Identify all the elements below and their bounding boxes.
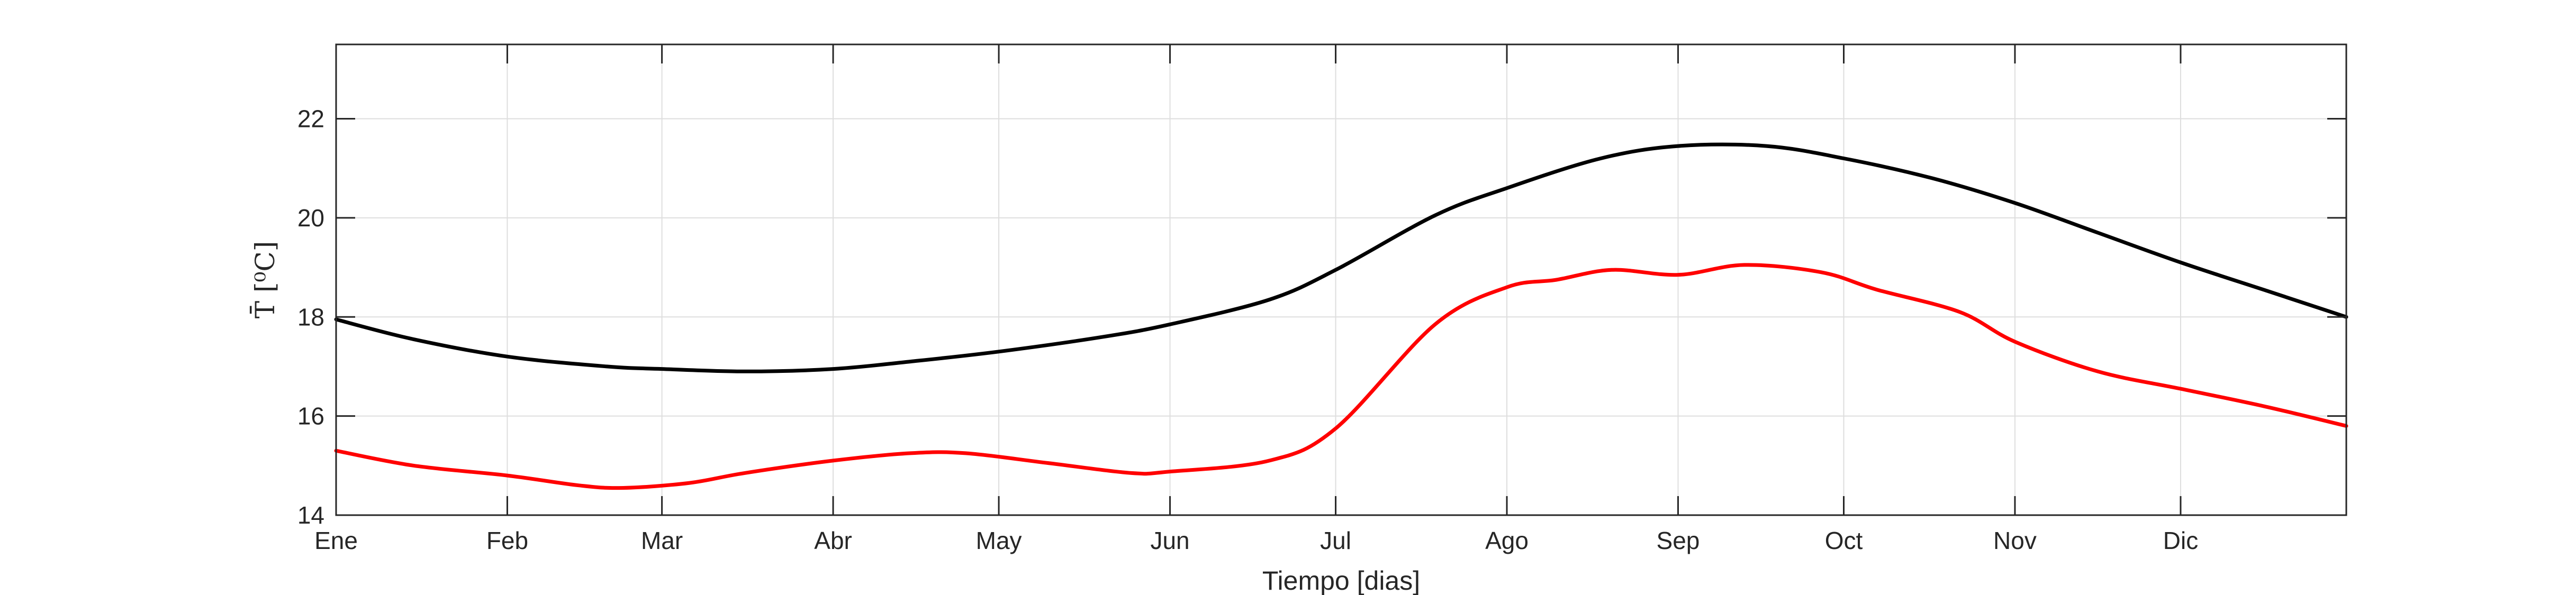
x-tick-label: Sep: [1657, 527, 1700, 554]
tick-marks: [335, 44, 2346, 516]
x-axis-label: Tiempo [dias]: [1262, 566, 1420, 595]
series-group: [334, 142, 2348, 490]
x-tick-label: Oct: [1825, 527, 1863, 554]
x-tick-label: Jul: [1320, 527, 1351, 554]
x-tick-labels: Ene Feb Mar Abr May Jun Jul Ago Sep Oct Nov Dic: [314, 527, 2198, 554]
y-tick-labels: 14 16 18 20 22: [297, 105, 324, 529]
x-tick-label: Mar: [641, 527, 683, 554]
x-tick-label: Feb: [486, 527, 528, 554]
y-tick-label: 16: [297, 402, 324, 430]
y-tick-label: 14: [297, 501, 324, 529]
y-tick-label: 22: [297, 105, 324, 133]
y-axis-label: T̄ [⁰C]: [249, 241, 281, 319]
x-tick-label: Dic: [2163, 527, 2198, 554]
series-line-1: [334, 263, 2348, 490]
plot-frame: [335, 43, 2347, 516]
x-tick-label: Jun: [1150, 527, 1189, 554]
series-line-0: [334, 142, 2348, 373]
x-tick-label: Ago: [1485, 527, 1529, 554]
plot-background: [336, 44, 2346, 515]
x-tick-label: Nov: [1993, 527, 2037, 554]
x-tick-label: May: [976, 527, 1022, 554]
x-tick-label: Abr: [814, 527, 852, 554]
y-tick-label: 20: [297, 204, 324, 232]
x-tick-label: Ene: [314, 527, 358, 554]
y-tick-label: 18: [297, 303, 324, 331]
